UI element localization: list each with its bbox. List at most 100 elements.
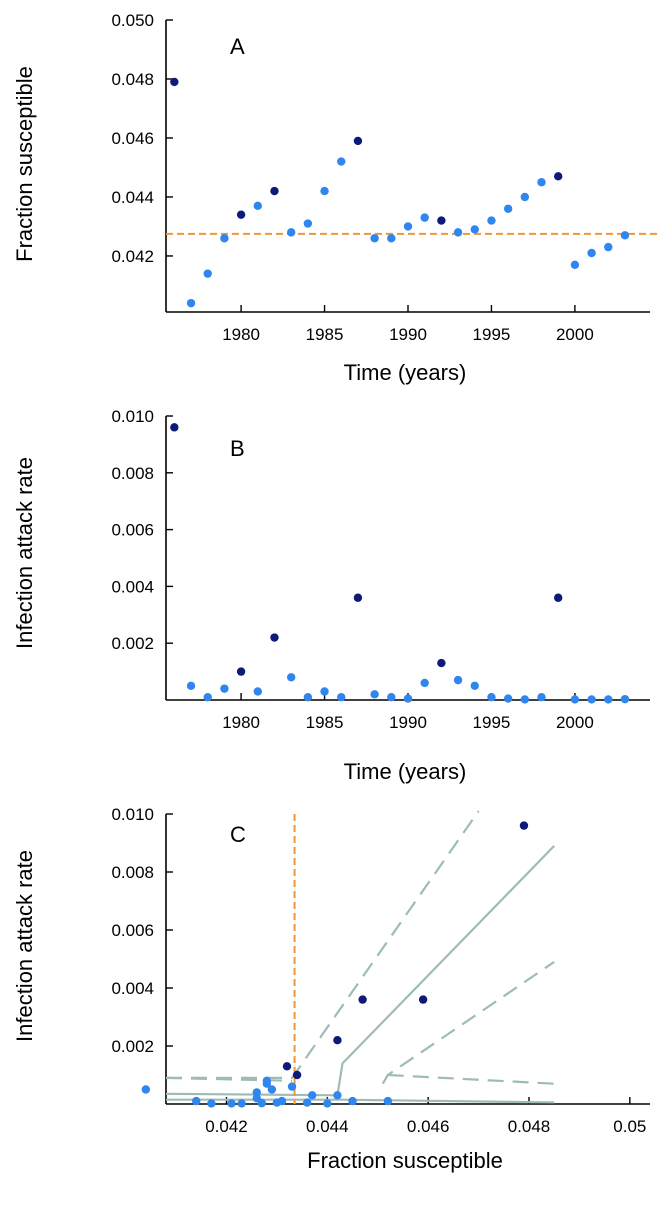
panel-b-y-tick-label: 0.010 — [111, 407, 154, 426]
panel-a: 0.042 0.044 0.046 0.048 0.050 1980 1985 1990 199… — [12, 11, 658, 385]
panel-b-point-light — [203, 692, 212, 702]
panel-c-y-tick-label: 0.002 — [111, 1037, 154, 1056]
panel-a-point-light — [520, 192, 530, 202]
panel-c-point-light — [308, 1091, 317, 1100]
panel-c-point-light — [323, 1099, 332, 1108]
panel-c-point-dark — [282, 1062, 292, 1071]
panel-b-point-light — [403, 694, 413, 703]
panel-a-point-light — [570, 260, 580, 270]
panel-b-point-light — [587, 695, 596, 704]
panel-a-point-dark — [170, 77, 179, 87]
panel-b-y-tick-label: 0.006 — [111, 521, 154, 540]
panel-b-point-dark — [236, 667, 246, 676]
panel-a-point-dark — [554, 172, 563, 181]
panel-b-letter: B — [230, 436, 245, 461]
panel-a-point-light — [370, 234, 379, 243]
panel-c-y-tick-label: 0.006 — [111, 921, 154, 940]
panel-b-x-tick-label: 1985 — [306, 713, 344, 732]
panel-b-point-dark — [270, 633, 279, 642]
panel-b-point-light — [470, 681, 479, 690]
panel-c-point-light — [287, 1082, 297, 1091]
panel-c-point-light — [262, 1079, 272, 1088]
panel-c-point-dark — [418, 995, 428, 1004]
panel-a-point-dark — [236, 210, 246, 219]
panel-c-letter: C — [230, 822, 246, 847]
panel-b-point-light — [520, 695, 530, 704]
panel-a-point-light — [320, 186, 329, 196]
panel-c-point-light — [383, 1096, 393, 1106]
panel-c-fit-line-dashed — [166, 810, 480, 1080]
panel-b-x-tick-label: 1980 — [222, 713, 260, 732]
panel-c-point-light — [333, 1091, 342, 1100]
panel-a-point-light — [470, 225, 479, 234]
panel-a-y-tick-label: 0.048 — [111, 70, 154, 89]
panel-c-x-tick-label: 0.046 — [407, 1117, 450, 1136]
panel-c-point-dark — [358, 995, 367, 1004]
panel-a-point-light — [604, 242, 613, 252]
panel-b-point-light — [303, 692, 313, 702]
panel-c-x-axis-label: Fraction susceptible — [307, 1148, 503, 1173]
panel-b-point-light — [604, 695, 613, 704]
panel-b-y-tick-label: 0.008 — [111, 464, 154, 483]
panel-b-point-light — [487, 692, 496, 702]
panel-b-x-tick-label: 1990 — [389, 713, 427, 732]
panel-b-point-dark — [554, 593, 563, 602]
panel-b-point-light — [620, 694, 630, 704]
panel-a-point-light — [487, 216, 496, 225]
panel-a-point-light — [220, 234, 229, 243]
panel-a-x-axis-label: Time (years) — [344, 360, 467, 385]
panel-c-point-light — [272, 1098, 282, 1107]
panel-c-y-axis-label: Infection attack rate — [12, 850, 37, 1042]
panel-a-point-light — [186, 298, 196, 308]
panel-c-point-light — [141, 1085, 151, 1094]
panel-b-point-light — [286, 673, 296, 682]
panel-c-point-light — [267, 1085, 277, 1094]
panel-a-plot: 0.042 0.044 0.046 0.048 0.050 1980 1985 1990 199… — [111, 11, 658, 344]
panel-b-point-light — [220, 684, 229, 693]
panel-c-plot: 0.002 0.004 0.006 0.008 0.010 0.042 0.044 0.046… — [111, 805, 650, 1136]
panel-c-fit-line-dashed — [381, 960, 555, 1085]
panel-c-fit-line-solid — [165, 845, 555, 1097]
panel-c-y-tick-label: 0.004 — [111, 979, 154, 998]
panel-a-point-light — [337, 157, 346, 166]
panel-a-point-light — [537, 178, 546, 187]
panel-a-x-tick-label: 1980 — [222, 325, 260, 344]
panel-b-point-light — [537, 692, 546, 702]
panel-a-point-light — [453, 228, 463, 237]
panel-b-point-light — [320, 687, 329, 696]
panel-a-x-tick-label: 1990 — [389, 325, 427, 344]
panel-c-point-light — [207, 1099, 216, 1108]
panel-b-point-light — [503, 694, 513, 703]
panel-a-point-light — [420, 213, 429, 222]
panel-c-point-light — [348, 1096, 357, 1106]
panel-a-y-axis-label: Fraction susceptible — [12, 66, 37, 262]
panel-c-y-tick-label: 0.010 — [111, 805, 154, 824]
panel-a-x-tick-label: 1995 — [473, 325, 511, 344]
panel-a-point-light — [620, 231, 630, 240]
panel-a-point-light — [503, 204, 513, 213]
panel-c-point-dark — [333, 1036, 342, 1045]
panel-b-point-dark — [353, 593, 363, 602]
panel-a-x-tick-label: 2000 — [556, 325, 594, 344]
panel-c-point-light — [192, 1096, 201, 1106]
panel-a-point-light — [303, 219, 313, 228]
panel-b-point-dark — [437, 658, 446, 668]
panel-c-point-light — [227, 1099, 236, 1108]
panel-c-fit-line-solid — [166, 1098, 555, 1104]
panel-a-point-light — [587, 248, 596, 258]
panel-b-point-light — [453, 675, 463, 685]
panel-b-point-light — [253, 687, 262, 696]
panel-b-y-tick-label: 0.004 — [111, 577, 154, 596]
panel-a-point-light — [387, 234, 396, 243]
panel-a-point-light — [286, 228, 296, 237]
panel-a-y-tick-label: 0.042 — [111, 247, 154, 266]
panel-b-point-light — [387, 692, 396, 702]
panel-b-point-light — [186, 681, 196, 690]
panel-a-y-tick-label: 0.050 — [111, 11, 154, 30]
panel-c-point-light — [257, 1098, 266, 1108]
panel-a-point-dark — [437, 216, 446, 225]
panel-c-point-dark — [292, 1070, 302, 1080]
panel-b-point-light — [337, 692, 346, 702]
panel-a-y-tick-label: 0.044 — [111, 188, 154, 207]
